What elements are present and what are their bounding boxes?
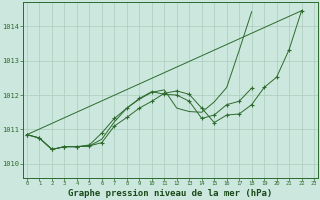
X-axis label: Graphe pression niveau de la mer (hPa): Graphe pression niveau de la mer (hPa): [68, 189, 273, 198]
